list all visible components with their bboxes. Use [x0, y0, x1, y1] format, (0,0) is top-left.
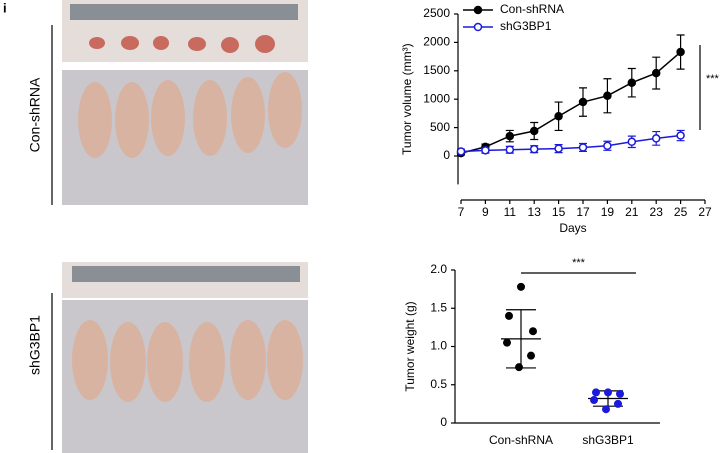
photos — [62, 0, 308, 453]
x-tick-label: 13 — [528, 205, 542, 219]
marker — [627, 137, 637, 147]
marker — [603, 141, 612, 151]
marker — [676, 47, 685, 57]
significance: *** — [706, 73, 720, 85]
y-tick-label: 0 — [443, 148, 450, 162]
marker — [651, 68, 661, 78]
x-tick-label: 23 — [650, 205, 664, 219]
mice — [72, 320, 303, 402]
y-axis-title: Tumor volume (mm³) — [400, 43, 414, 155]
point — [517, 282, 525, 291]
x-tick-label: 9 — [482, 205, 489, 219]
marker — [505, 131, 515, 141]
mice — [78, 72, 302, 158]
y-axis-title: Tumor weight (g) — [403, 301, 417, 391]
group-label: shG3BP1 — [27, 315, 43, 375]
legend-label: shG3BP1 — [500, 19, 552, 33]
marker — [603, 91, 612, 101]
y-tick-label: 2.0 — [430, 262, 447, 276]
point — [527, 351, 535, 360]
group-label: Con-shRNA — [27, 77, 43, 152]
point — [614, 399, 622, 408]
marker — [456, 147, 466, 156]
y-tick-label: 500 — [430, 120, 450, 134]
marker — [505, 145, 515, 155]
ruler — [70, 4, 298, 20]
x-tick-label: 19 — [601, 205, 615, 219]
point — [590, 396, 598, 405]
marker — [554, 144, 563, 153]
point — [604, 388, 612, 397]
y-tick-label: 0 — [440, 415, 447, 429]
marker — [651, 134, 661, 143]
series-line — [460, 51, 682, 154]
point — [616, 389, 624, 398]
x-tick-label: 11 — [504, 205, 517, 219]
x-tick-label: Con-shRNA — [489, 433, 553, 447]
x-tick-label: 25 — [674, 205, 688, 219]
point — [529, 327, 537, 336]
marker — [627, 78, 637, 87]
y-tick-label: 0.5 — [430, 377, 447, 391]
marker — [676, 131, 685, 140]
x-tick-label: 17 — [576, 205, 590, 219]
x-tick-label: shG3BP1 — [582, 433, 634, 447]
marker — [578, 97, 588, 107]
marker — [529, 144, 539, 154]
significance: *** — [572, 257, 586, 269]
marker — [481, 146, 490, 155]
y-tick-label: 1500 — [423, 63, 450, 77]
ruler — [72, 266, 300, 282]
legend-marker — [473, 22, 483, 32]
marker — [554, 111, 563, 121]
marker — [529, 126, 539, 136]
legend-marker — [473, 5, 483, 15]
panel-label: i — [3, 0, 7, 15]
point — [515, 363, 523, 372]
x-tick-label: 27 — [698, 205, 712, 219]
x-tick-label: 15 — [552, 205, 566, 219]
legend-label: Con-shRNA — [500, 2, 564, 16]
marker — [578, 143, 588, 152]
y-tick-label: 1.5 — [430, 300, 447, 314]
point — [592, 388, 600, 397]
point — [602, 405, 610, 414]
x-axis-title: Days — [559, 221, 586, 235]
tumors — [89, 35, 275, 53]
y-tick-label: 2500 — [423, 6, 450, 20]
y-tick-label: 2000 — [423, 35, 450, 49]
series-line — [460, 134, 681, 153]
x-tick-label: 21 — [625, 205, 639, 219]
point — [503, 338, 511, 347]
x-tick-label: 7 — [458, 205, 465, 219]
y-tick-label: 1000 — [423, 91, 450, 105]
point — [505, 311, 513, 320]
y-tick-label: 1.0 — [430, 339, 447, 353]
